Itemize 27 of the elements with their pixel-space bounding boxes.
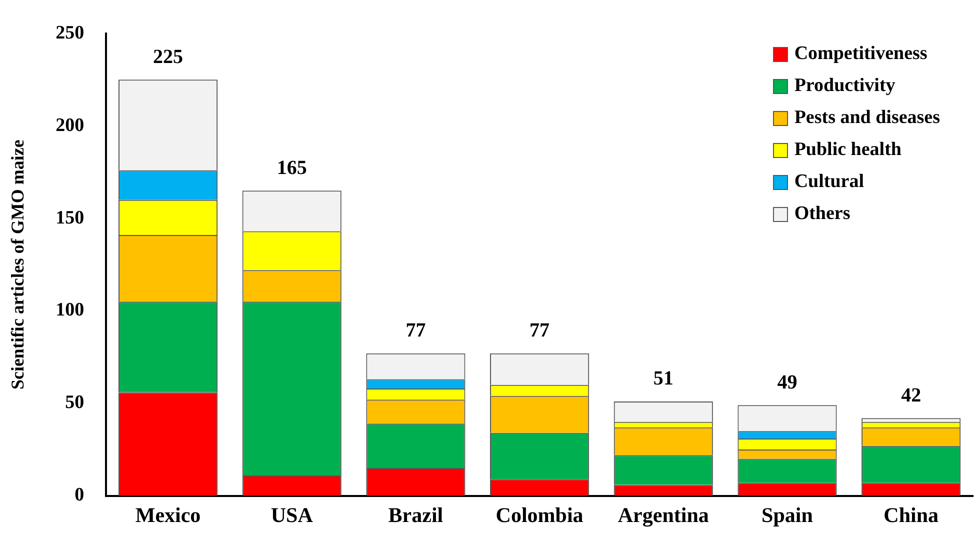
total-label: 77 — [530, 320, 550, 342]
x-tick-label: China — [884, 502, 940, 527]
x-tick-label: USA — [270, 502, 314, 527]
total-label: 165 — [276, 156, 307, 179]
legend-label: Pests and diseases — [794, 106, 940, 130]
total-label: 42 — [901, 384, 922, 406]
x-tick-label: Brazil — [388, 502, 444, 527]
x-tick-label: Argentina — [618, 502, 710, 527]
y-tick-label: 250 — [56, 22, 84, 44]
x-tick-label: Spain — [762, 502, 814, 527]
legend-label: Public health — [794, 138, 902, 162]
y-axis-title: Scientific articles of GMO maize — [7, 140, 28, 390]
total-label: 77 — [406, 320, 426, 342]
legend-label: Cultural — [794, 170, 864, 194]
y-tick-label: 200 — [56, 114, 84, 136]
legend-label: Competitiveness — [794, 42, 928, 66]
y-tick-label: 50 — [65, 392, 84, 414]
x-tick-label: Mexico — [135, 502, 201, 527]
total-label: 51 — [653, 368, 674, 390]
y-tick-label: 100 — [56, 300, 84, 321]
legend-label: Productivity — [794, 74, 896, 98]
y-tick-label: 150 — [56, 207, 84, 228]
x-tick-label: Colombia — [496, 502, 584, 527]
total-label: 49 — [777, 371, 798, 394]
legend-label: Others — [794, 202, 850, 226]
y-tick-label: 0 — [74, 484, 84, 506]
total-label: 225 — [153, 46, 184, 68]
